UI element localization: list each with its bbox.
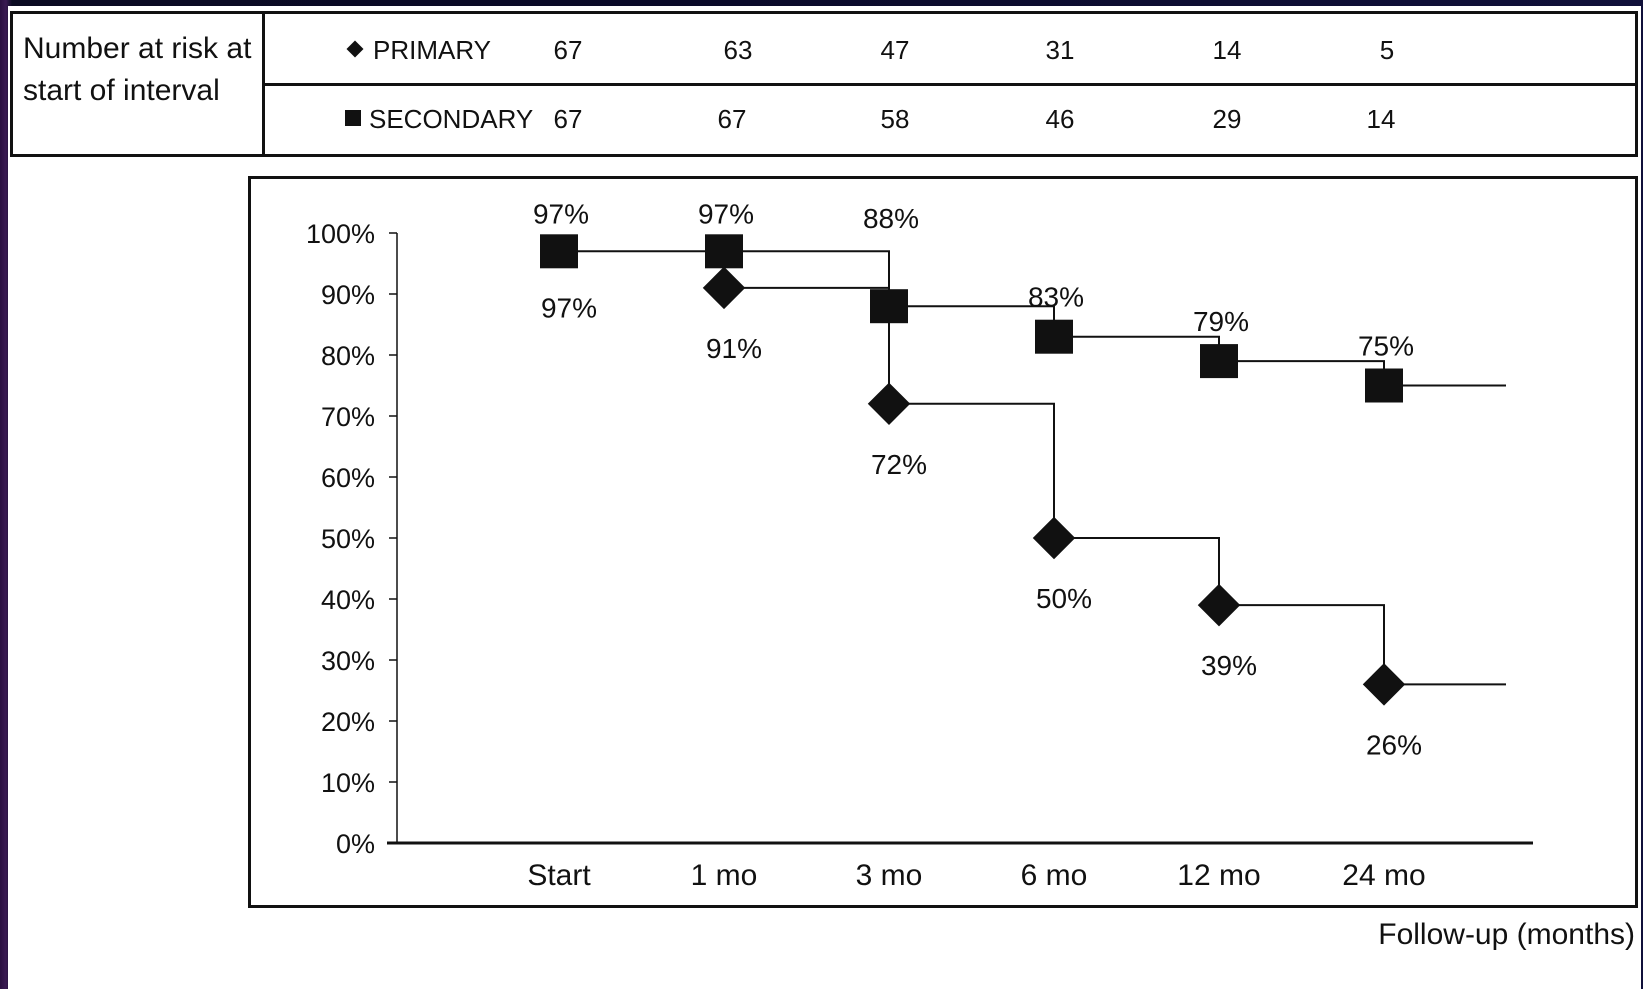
secondary-data-label: 97% — [533, 198, 589, 229]
risk-value: 67 — [553, 35, 583, 65]
risk-value: 14 — [1366, 104, 1396, 134]
chart-plot-area: 0% 10% 20% 30% 40% 50% 60% 70% 80% 90% 100% Start 1 … — [306, 198, 1533, 892]
y-tick-label: 80% — [321, 341, 375, 371]
primary-data-label: 91% — [706, 333, 762, 364]
risk-row-label: PRIMARY — [373, 35, 491, 65]
x-tick-label: 12 mo — [1177, 859, 1260, 892]
number-at-risk-table: Number at risk at start of interval PRIM… — [10, 11, 1638, 157]
risk-value: 58 — [880, 104, 910, 134]
y-tick-label: 0% — [336, 829, 375, 859]
primary-data-label: 39% — [1201, 650, 1257, 681]
risk-value: 63 — [723, 35, 753, 65]
secondary-data-label: 97% — [698, 198, 754, 229]
risk-value: 31 — [1045, 35, 1075, 65]
risk-value: 67 — [717, 104, 747, 134]
primary-data-label: 26% — [1366, 729, 1422, 760]
risk-value: 29 — [1212, 104, 1242, 134]
x-tick-label: 24 mo — [1342, 859, 1425, 892]
x-axis-title: Follow-up (months) — [1378, 918, 1635, 951]
secondary-data-label: 79% — [1193, 306, 1249, 337]
table-divider-horizontal — [262, 83, 1635, 86]
primary-data-label: 72% — [871, 449, 927, 480]
risk-value: 46 — [1045, 104, 1075, 134]
secondary-marker — [1035, 319, 1073, 354]
x-tick-label: Start — [527, 859, 591, 892]
primary-marker — [1362, 663, 1406, 706]
secondary-step-line — [559, 250, 1506, 387]
risk-value: 14 — [1212, 35, 1242, 65]
y-tick-label: 60% — [321, 463, 375, 493]
secondary-marker — [705, 234, 743, 269]
risk-row-primary: PRIMARY 67 63 47 31 14 5 — [265, 17, 1635, 83]
risk-row-label: SECONDARY — [369, 104, 534, 134]
primary-step-line — [724, 286, 1506, 686]
square-icon — [345, 110, 361, 127]
risk-value: 67 — [553, 104, 583, 134]
x-tick-label: 3 mo — [856, 859, 923, 892]
primary-data-label: 97% — [541, 292, 597, 323]
secondary-data-label: 88% — [863, 203, 919, 234]
primary-marker — [867, 382, 911, 426]
risk-value: 5 — [1379, 35, 1395, 65]
y-tick-label: 70% — [321, 402, 375, 432]
survival-chart: 0% 10% 20% 30% 40% 50% 60% 70% 80% 90% 100% Start 1 … — [248, 176, 1638, 908]
y-tick-label: 30% — [321, 646, 375, 676]
secondary-marker — [1365, 368, 1403, 403]
secondary-data-label: 75% — [1358, 331, 1414, 362]
primary-marker — [1197, 583, 1241, 627]
x-tick-label: 6 mo — [1021, 859, 1088, 892]
y-tick-label: 20% — [321, 707, 375, 737]
risk-table-label: Number at risk at start of interval — [23, 32, 252, 107]
primary-marker — [702, 266, 746, 310]
secondary-data-label: 83% — [1028, 282, 1084, 313]
x-tick-label: 1 mo — [691, 859, 758, 892]
primary-marker — [1032, 516, 1076, 560]
risk-value: 47 — [880, 35, 910, 65]
secondary-marker — [540, 234, 578, 269]
y-tick-label: 40% — [321, 585, 375, 615]
y-tick-label: 50% — [321, 524, 375, 554]
y-tick-label: 90% — [321, 280, 375, 310]
primary-data-label: 50% — [1036, 583, 1092, 614]
secondary-marker — [1200, 344, 1238, 379]
slide: Number at risk at start of interval PRIM… — [8, 6, 1641, 989]
risk-row-name: SECONDARY — [345, 86, 533, 152]
diamond-icon — [346, 40, 364, 58]
y-tick-label: 100% — [306, 219, 375, 249]
risk-row-secondary: SECONDARY 67 67 58 46 29 14 — [265, 86, 1635, 152]
y-tick-label: 10% — [321, 768, 375, 798]
risk-row-name: PRIMARY — [345, 17, 491, 83]
